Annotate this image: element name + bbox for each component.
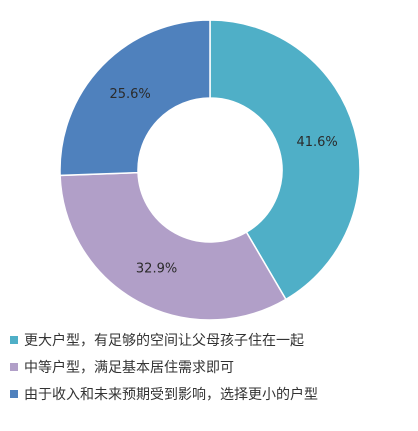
donut-svg: 41.6% 32.9% 25.6% xyxy=(59,19,361,320)
chart-legend: 更大户型，有足够的空间让父母孩子住在一起 中等户型，满足基本居住需求即可 由于收… xyxy=(10,326,414,407)
slice-label-medium-unit: 32.9% xyxy=(136,261,177,276)
slice-larger-unit xyxy=(209,19,361,301)
legend-item-smaller-unit: 由于收入和未来预期受到影响，选择更小的户型 xyxy=(10,380,414,407)
slice-label-smaller-unit: 25.6% xyxy=(109,87,150,102)
legend-label-medium-unit: 中等户型，满足基本居住需求即可 xyxy=(24,359,234,376)
legend-label-smaller-unit: 由于收入和未来预期受到影响，选择更小的户型 xyxy=(24,386,318,403)
legend-swatch-smaller-unit xyxy=(10,389,18,398)
slice-label-larger-unit: 41.6% xyxy=(296,135,337,150)
legend-swatch-larger-unit xyxy=(10,335,18,344)
legend-item-medium-unit: 中等户型，满足基本居住需求即可 xyxy=(10,353,414,380)
legend-label-larger-unit: 更大户型，有足够的空间让父母孩子住在一起 xyxy=(24,332,304,349)
slice-medium-unit xyxy=(59,171,287,320)
legend-item-larger-unit: 更大户型，有足够的空间让父母孩子住在一起 xyxy=(10,326,414,353)
slice-smaller-unit xyxy=(59,19,211,177)
donut-chart: 41.6% 32.9% 25.6% xyxy=(59,19,361,320)
legend-swatch-medium-unit xyxy=(10,362,18,371)
